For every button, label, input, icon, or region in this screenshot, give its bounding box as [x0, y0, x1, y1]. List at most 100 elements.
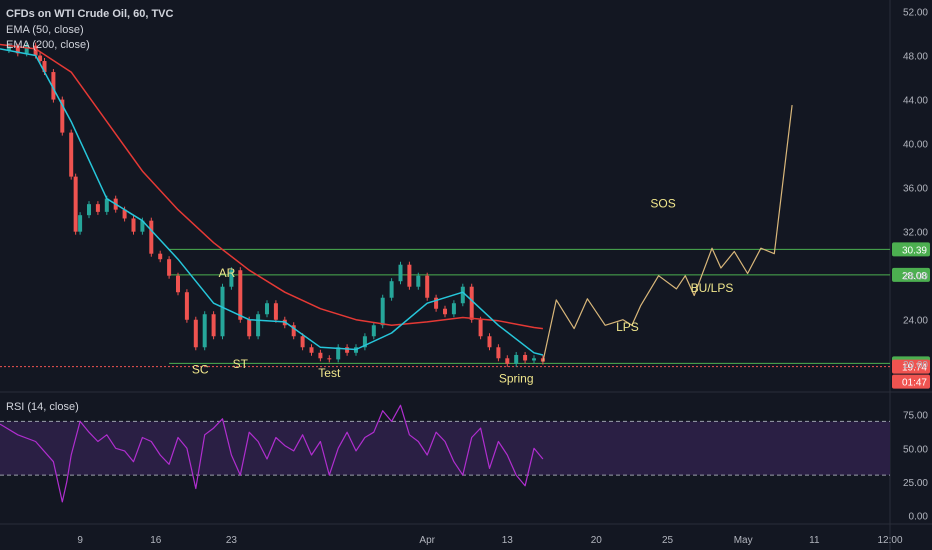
candle-body: [87, 204, 91, 216]
rsi-tick-label: 50.00: [903, 444, 928, 455]
candle-body: [469, 286, 474, 320]
level-badge-label: 19.74: [902, 363, 927, 374]
y-tick-label: 28.00: [903, 272, 928, 283]
candle-body: [451, 303, 456, 315]
candle-body: [95, 204, 100, 212]
y-tick-label: 52.00: [903, 8, 928, 19]
countdown-badge: [892, 374, 930, 389]
candle-body: [73, 176, 78, 232]
candle-body: [211, 314, 216, 337]
y-tick-label: 48.00: [903, 52, 928, 63]
y-tick-label: 40.00: [903, 140, 928, 151]
candle-body: [38, 55, 43, 62]
candle-body: [193, 319, 198, 348]
level-badge: [892, 359, 930, 374]
candle-body: [60, 99, 65, 133]
candle-body: [42, 61, 47, 73]
candle-body: [371, 325, 376, 337]
wyckoff-label: SOS: [650, 196, 675, 210]
ema200-line: [0, 43, 543, 330]
candle-body: [478, 319, 483, 337]
candle-body: [407, 264, 412, 287]
level-badge: [892, 242, 930, 257]
candle-body: [434, 297, 439, 309]
candle-body: [514, 354, 519, 364]
candle-body: [104, 198, 109, 212]
level-badge-label: 30.39: [902, 245, 927, 256]
wyckoff-label: Spring: [499, 371, 534, 385]
x-tick-label: Apr: [419, 535, 435, 546]
candle-body: [176, 275, 180, 293]
candle-body: [24, 45, 29, 54]
x-tick-label: 20: [591, 535, 603, 546]
candle-body: [202, 314, 207, 348]
rsi-tick-label: 25.00: [903, 478, 928, 489]
candle-body: [443, 308, 447, 315]
candle-body: [345, 347, 350, 353]
candle-body: [167, 259, 172, 276]
candle-body: [389, 281, 394, 298]
candle-body: [140, 220, 145, 232]
candle-body: [15, 46, 20, 54]
wyckoff-label: BU/LPS: [691, 281, 734, 295]
rsi-band: [0, 421, 890, 476]
candle-body: [122, 209, 127, 219]
x-tick-label: 13: [502, 535, 514, 546]
candle-body: [256, 314, 261, 337]
wyckoff-label: AR: [219, 266, 236, 280]
rsi-tick-label: 0.00: [909, 511, 929, 522]
x-tick-label: 25: [662, 535, 674, 546]
candle-body: [523, 354, 528, 361]
candle-body: [158, 253, 163, 260]
x-tick-label: 12:00: [877, 535, 902, 546]
rsi-tick-label: 75.00: [903, 411, 928, 422]
candle-body: [505, 358, 510, 364]
countdown-label: 01:47: [902, 378, 927, 389]
candle-body: [487, 336, 492, 348]
wyckoff-label: LPS: [616, 320, 639, 334]
candle-body: [6, 46, 11, 51]
candle-body: [496, 347, 501, 359]
x-tick-label: 11: [809, 535, 820, 546]
y-tick-label: 20.00: [903, 360, 928, 371]
chart-title: CFDs on WTI Crude Oil, 60, TVC: [6, 8, 174, 20]
candle-body: [265, 303, 269, 315]
candle-body: [291, 325, 296, 337]
candle-body: [78, 215, 83, 232]
candle-body: [380, 297, 385, 326]
candle-body: [327, 358, 332, 360]
candle-body: [336, 347, 341, 360]
rsi-line: [0, 404, 544, 503]
ema50-legend: EMA (50, close): [6, 24, 84, 36]
x-tick-label: May: [734, 535, 753, 546]
level-badge-label: 28.08: [902, 271, 927, 282]
candle-body: [220, 286, 225, 337]
x-tick-label: 23: [226, 535, 238, 546]
candle-body: [300, 336, 305, 348]
candle-body: [33, 45, 38, 56]
candle-body: [425, 275, 430, 298]
candle-body: [309, 347, 314, 353]
level-badge: [892, 267, 930, 282]
candle-body: [184, 292, 189, 320]
candle-body: [318, 352, 323, 359]
y-tick-label: 44.00: [903, 96, 928, 107]
candle-body: [460, 286, 465, 304]
candle-body: [416, 275, 421, 287]
wyckoff-label: ST: [233, 357, 249, 371]
y-tick-label: 36.00: [903, 184, 928, 195]
x-tick-label: 9: [77, 535, 83, 546]
wyckoff-label: SC: [192, 363, 209, 377]
ema200-legend: EMA (200, close): [6, 39, 90, 51]
candle-body: [131, 218, 136, 232]
wyckoff-label: Test: [318, 366, 341, 380]
candle-body: [398, 264, 403, 282]
candle-body: [51, 72, 56, 100]
candle-body: [532, 358, 536, 361]
rsi-legend: RSI (14, close): [6, 401, 79, 413]
y-tick-label: 32.00: [903, 228, 928, 239]
x-tick-label: 16: [150, 535, 162, 546]
candle-body: [229, 270, 234, 287]
